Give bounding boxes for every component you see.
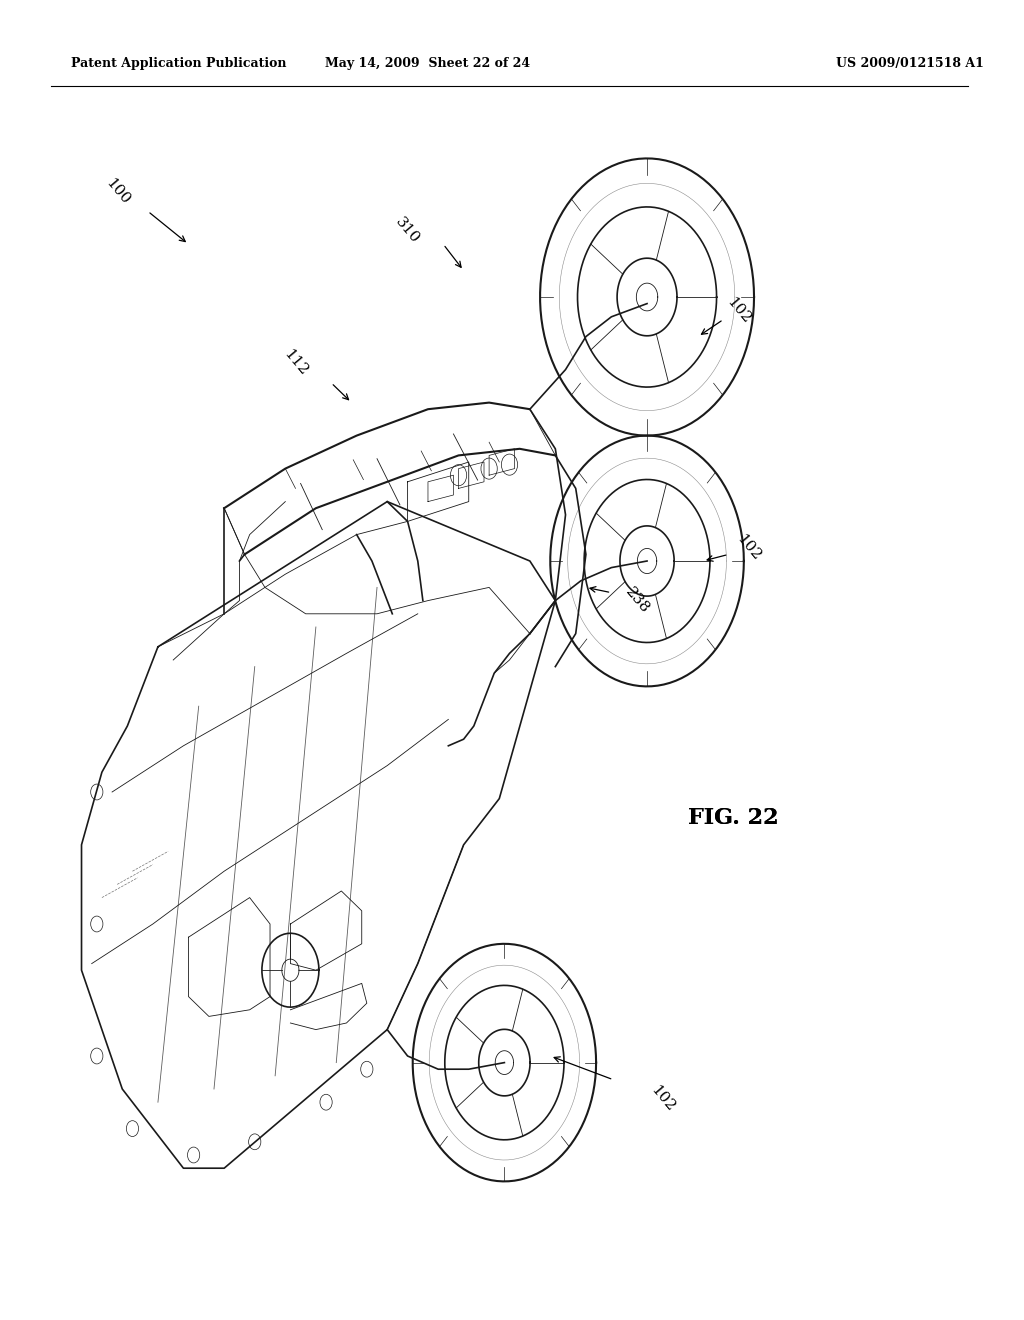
Text: 102: 102 xyxy=(734,532,764,564)
Text: 100: 100 xyxy=(102,176,132,207)
Text: FIG. 22: FIG. 22 xyxy=(688,808,779,829)
Text: FIG. 22: FIG. 22 xyxy=(688,808,779,829)
Text: 102: 102 xyxy=(724,294,754,326)
Text: 102: 102 xyxy=(647,1082,677,1114)
Text: 112: 112 xyxy=(281,347,310,379)
Text: Patent Application Publication: Patent Application Publication xyxy=(72,57,287,70)
Text: May 14, 2009  Sheet 22 of 24: May 14, 2009 Sheet 22 of 24 xyxy=(326,57,530,70)
Text: 310: 310 xyxy=(393,215,422,247)
Text: US 2009/0121518 A1: US 2009/0121518 A1 xyxy=(836,57,983,70)
Text: 238: 238 xyxy=(623,585,651,616)
